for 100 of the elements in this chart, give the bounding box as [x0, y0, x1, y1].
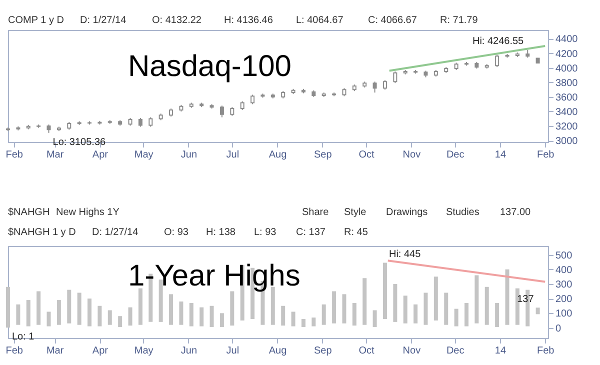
text: Drawings	[386, 207, 428, 218]
text: O: 93	[164, 227, 189, 238]
bar	[281, 306, 286, 326]
bar	[67, 290, 72, 324]
bar	[322, 304, 326, 325]
x-tick-label: Jun	[180, 150, 198, 160]
x-tick-label: Oct	[358, 346, 375, 356]
x-tick-label: Feb	[6, 150, 24, 160]
bar	[189, 302, 194, 326]
bar	[230, 291, 234, 326]
bar	[56, 300, 61, 325]
annotation: Lo: 1	[12, 332, 35, 343]
text: 137.00	[500, 207, 532, 218]
bar	[179, 301, 184, 325]
bar	[332, 291, 336, 324]
x-tick-label: Nov	[402, 346, 421, 356]
x-tick-label: Mar	[46, 150, 64, 160]
annotation: Lo: 3105.36	[52, 136, 106, 148]
y-tick-label: 4000	[556, 63, 578, 74]
bar	[424, 292, 428, 325]
bar	[118, 316, 122, 328]
bar	[444, 292, 448, 325]
candlestick	[250, 94, 255, 105]
bar	[128, 307, 132, 326]
bar	[138, 288, 142, 325]
bar	[220, 313, 224, 328]
bar	[108, 310, 112, 325]
bar	[6, 286, 10, 328]
text: New Highs 1Y	[56, 207, 120, 218]
bar	[77, 292, 82, 325]
text: R: 45	[344, 227, 368, 238]
bar	[36, 291, 41, 325]
bar	[403, 296, 408, 324]
y-tick-label: 3600	[556, 92, 578, 104]
text: COMP 1 y D	[8, 15, 64, 26]
bar	[484, 286, 489, 325]
text: C: 137	[296, 227, 326, 238]
bar	[342, 294, 346, 324]
bar	[312, 318, 316, 326]
x-tick-label: Feb	[536, 346, 555, 356]
text: $NAHGH 1 y D	[8, 227, 76, 238]
x-tick-label: Oct	[358, 150, 375, 160]
text: Studies	[446, 207, 480, 218]
y-tick-label: 3400	[556, 106, 578, 118]
chart-title: 1-Year Highs	[128, 259, 300, 292]
annotation: Hi: 4246.55	[472, 36, 524, 47]
bar	[301, 319, 306, 328]
bar	[464, 302, 468, 326]
text: H: 138	[206, 227, 236, 238]
bar	[474, 275, 479, 324]
text: C: 4066.67	[368, 15, 418, 26]
text: R: 71.79	[440, 15, 478, 26]
candlestick	[495, 54, 500, 68]
x-tick-label: Jun	[180, 346, 198, 356]
bar	[210, 306, 214, 328]
bar	[362, 278, 367, 325]
text: L: 93	[254, 227, 277, 238]
y-tick-label: 0	[556, 323, 562, 334]
x-tick-label: Nov	[402, 150, 421, 160]
x-tick-label: Jul	[226, 150, 240, 160]
bar	[393, 284, 398, 322]
y-tick-label: 400	[556, 264, 573, 276]
bar	[88, 298, 92, 326]
candlestick	[220, 105, 224, 118]
annotation: Hi: 445	[388, 248, 422, 260]
x-tick-label: Apr	[92, 346, 109, 356]
text: Style	[344, 207, 367, 218]
bar	[515, 288, 520, 325]
x-tick-label: Aug	[268, 346, 287, 356]
x-tick-label: Feb	[536, 150, 555, 160]
bar	[454, 308, 458, 326]
bar	[169, 294, 174, 325]
y-tick-label: 3200	[556, 122, 578, 132]
y-tick-label: 300	[556, 279, 573, 290]
text: Nasdaq-100	[128, 50, 292, 83]
text: L: 4064.67	[296, 15, 344, 26]
bar	[352, 302, 356, 326]
y-tick-label: 500	[556, 250, 573, 262]
y-tick-label: 3000	[556, 136, 578, 148]
candlestick	[393, 70, 398, 84]
x-tick-label: Sep	[314, 346, 332, 356]
bar	[200, 307, 204, 326]
x-tick-label: Sep	[314, 150, 332, 160]
bar	[291, 312, 296, 326]
text: O: 4132.22	[152, 15, 202, 26]
x-tick-label: 14	[494, 150, 506, 160]
bar	[46, 312, 51, 326]
x-tick-label: May	[134, 346, 154, 356]
bar	[98, 306, 102, 326]
x-tick-label: Aug	[268, 150, 287, 160]
x-tick-label: Jul	[226, 346, 240, 356]
x-tick-label: Dec	[446, 346, 464, 356]
x-tick-label: May	[134, 150, 154, 160]
bar	[16, 304, 20, 325]
x-tick-label: Dec	[446, 150, 464, 160]
bar	[26, 300, 30, 326]
bar	[434, 276, 438, 320]
candlestick	[372, 81, 377, 94]
bar	[414, 304, 418, 324]
text: Share	[302, 207, 330, 218]
